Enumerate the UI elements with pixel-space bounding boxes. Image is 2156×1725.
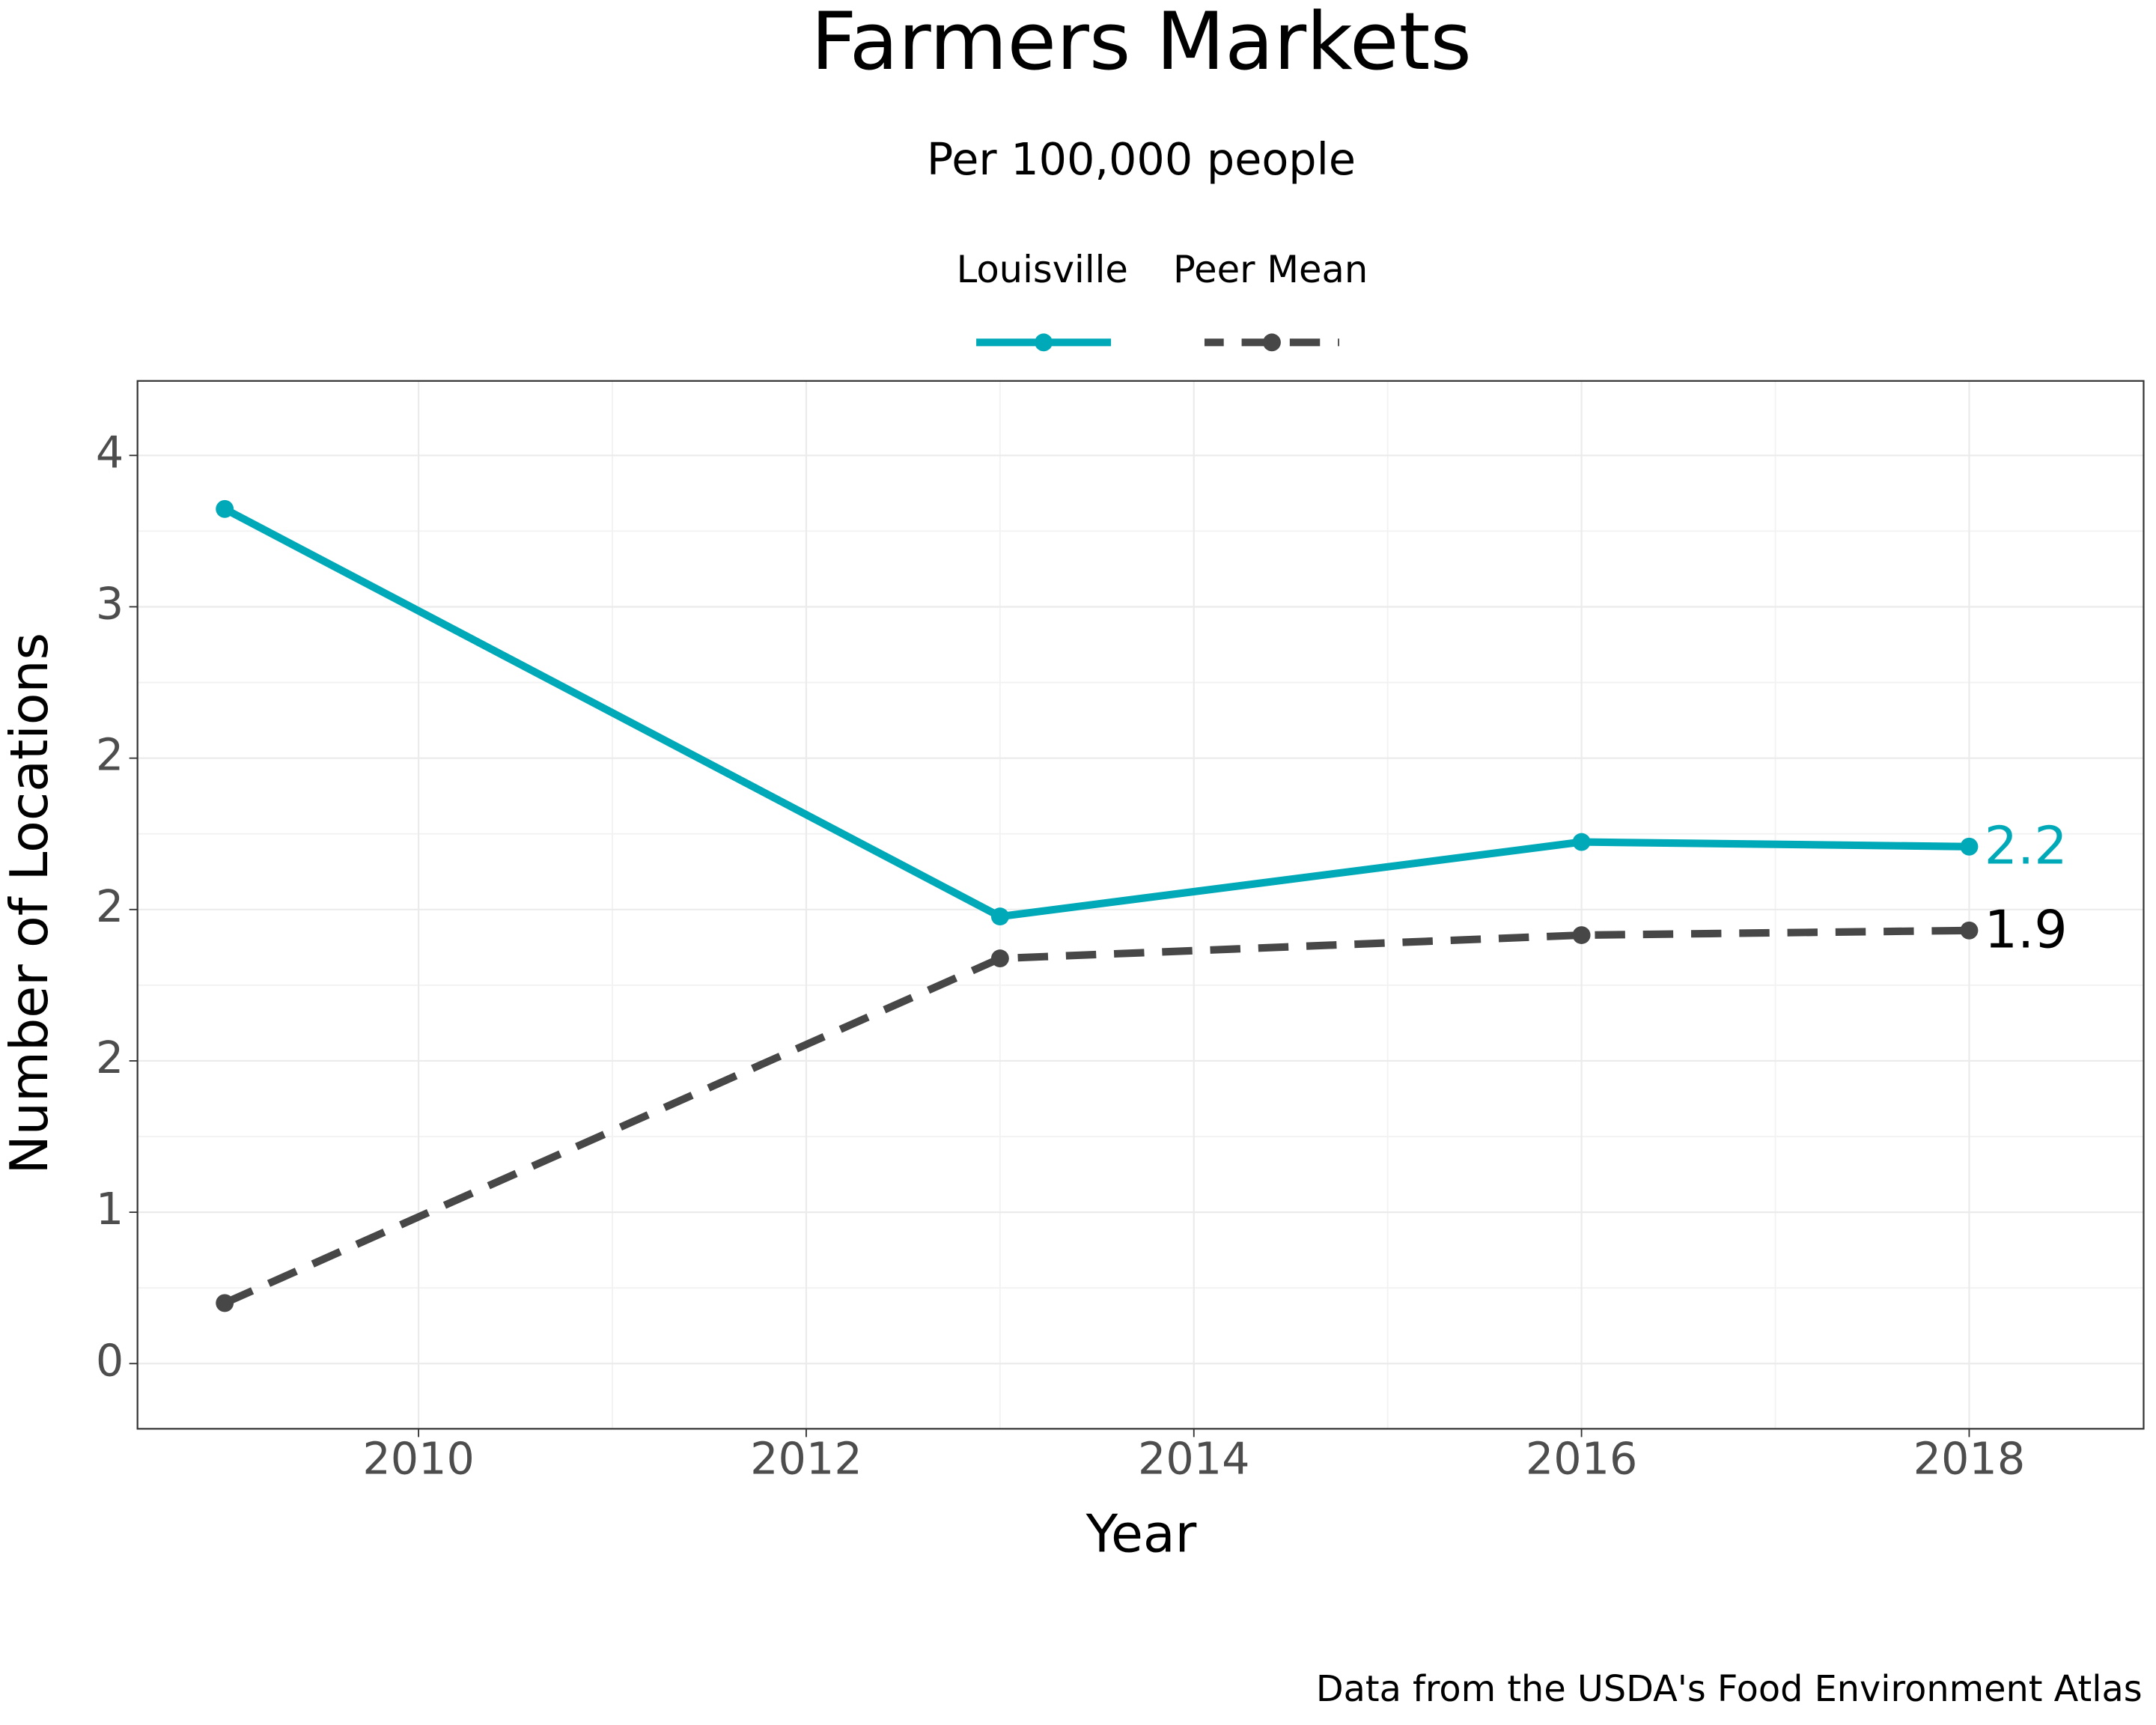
legend-label: Peer Mean bbox=[1173, 248, 1368, 291]
y-tick-label: 4 bbox=[96, 426, 124, 478]
data-point bbox=[216, 1294, 234, 1312]
x-tick-label: 2012 bbox=[750, 1433, 862, 1485]
y-tick-label: 0 bbox=[96, 1334, 124, 1386]
plot-border bbox=[136, 380, 2145, 1430]
data-point bbox=[1572, 926, 1591, 944]
value-label: 2.2 bbox=[1985, 816, 2068, 877]
caption: Data from the USDA's Food Environment At… bbox=[1316, 1669, 2143, 1710]
data-point bbox=[1572, 833, 1591, 851]
x-axis-title: Year bbox=[1085, 1504, 1197, 1565]
x-tick-label: 2016 bbox=[1526, 1433, 1638, 1485]
y-axis-title: Number of Locations bbox=[0, 633, 60, 1174]
data-point bbox=[990, 907, 1009, 926]
value-label: 1.9 bbox=[1985, 899, 2068, 960]
data-point bbox=[1960, 837, 1979, 856]
legend-label: Louisville bbox=[957, 248, 1128, 291]
legend-marker bbox=[1263, 333, 1281, 352]
data-point bbox=[1960, 921, 1979, 940]
y-tick-label: 3 bbox=[96, 578, 124, 630]
chart-title: Farmers Markets bbox=[811, 0, 1472, 88]
data-point bbox=[216, 499, 234, 518]
series-line bbox=[222, 505, 1970, 921]
x-tick-label: 2010 bbox=[362, 1433, 475, 1485]
x-tick-label: 2014 bbox=[1138, 1433, 1250, 1485]
y-tick-label: 2 bbox=[96, 880, 124, 932]
x-tick-label: 2018 bbox=[1913, 1433, 2026, 1485]
y-tick-label: 2 bbox=[96, 1032, 124, 1083]
legend-marker bbox=[1035, 333, 1053, 352]
data-point bbox=[990, 949, 1009, 968]
y-tick-label: 1 bbox=[96, 1183, 124, 1235]
chart-subtitle: Per 100,000 people bbox=[927, 133, 1356, 185]
y-tick-label: 2 bbox=[96, 729, 124, 781]
